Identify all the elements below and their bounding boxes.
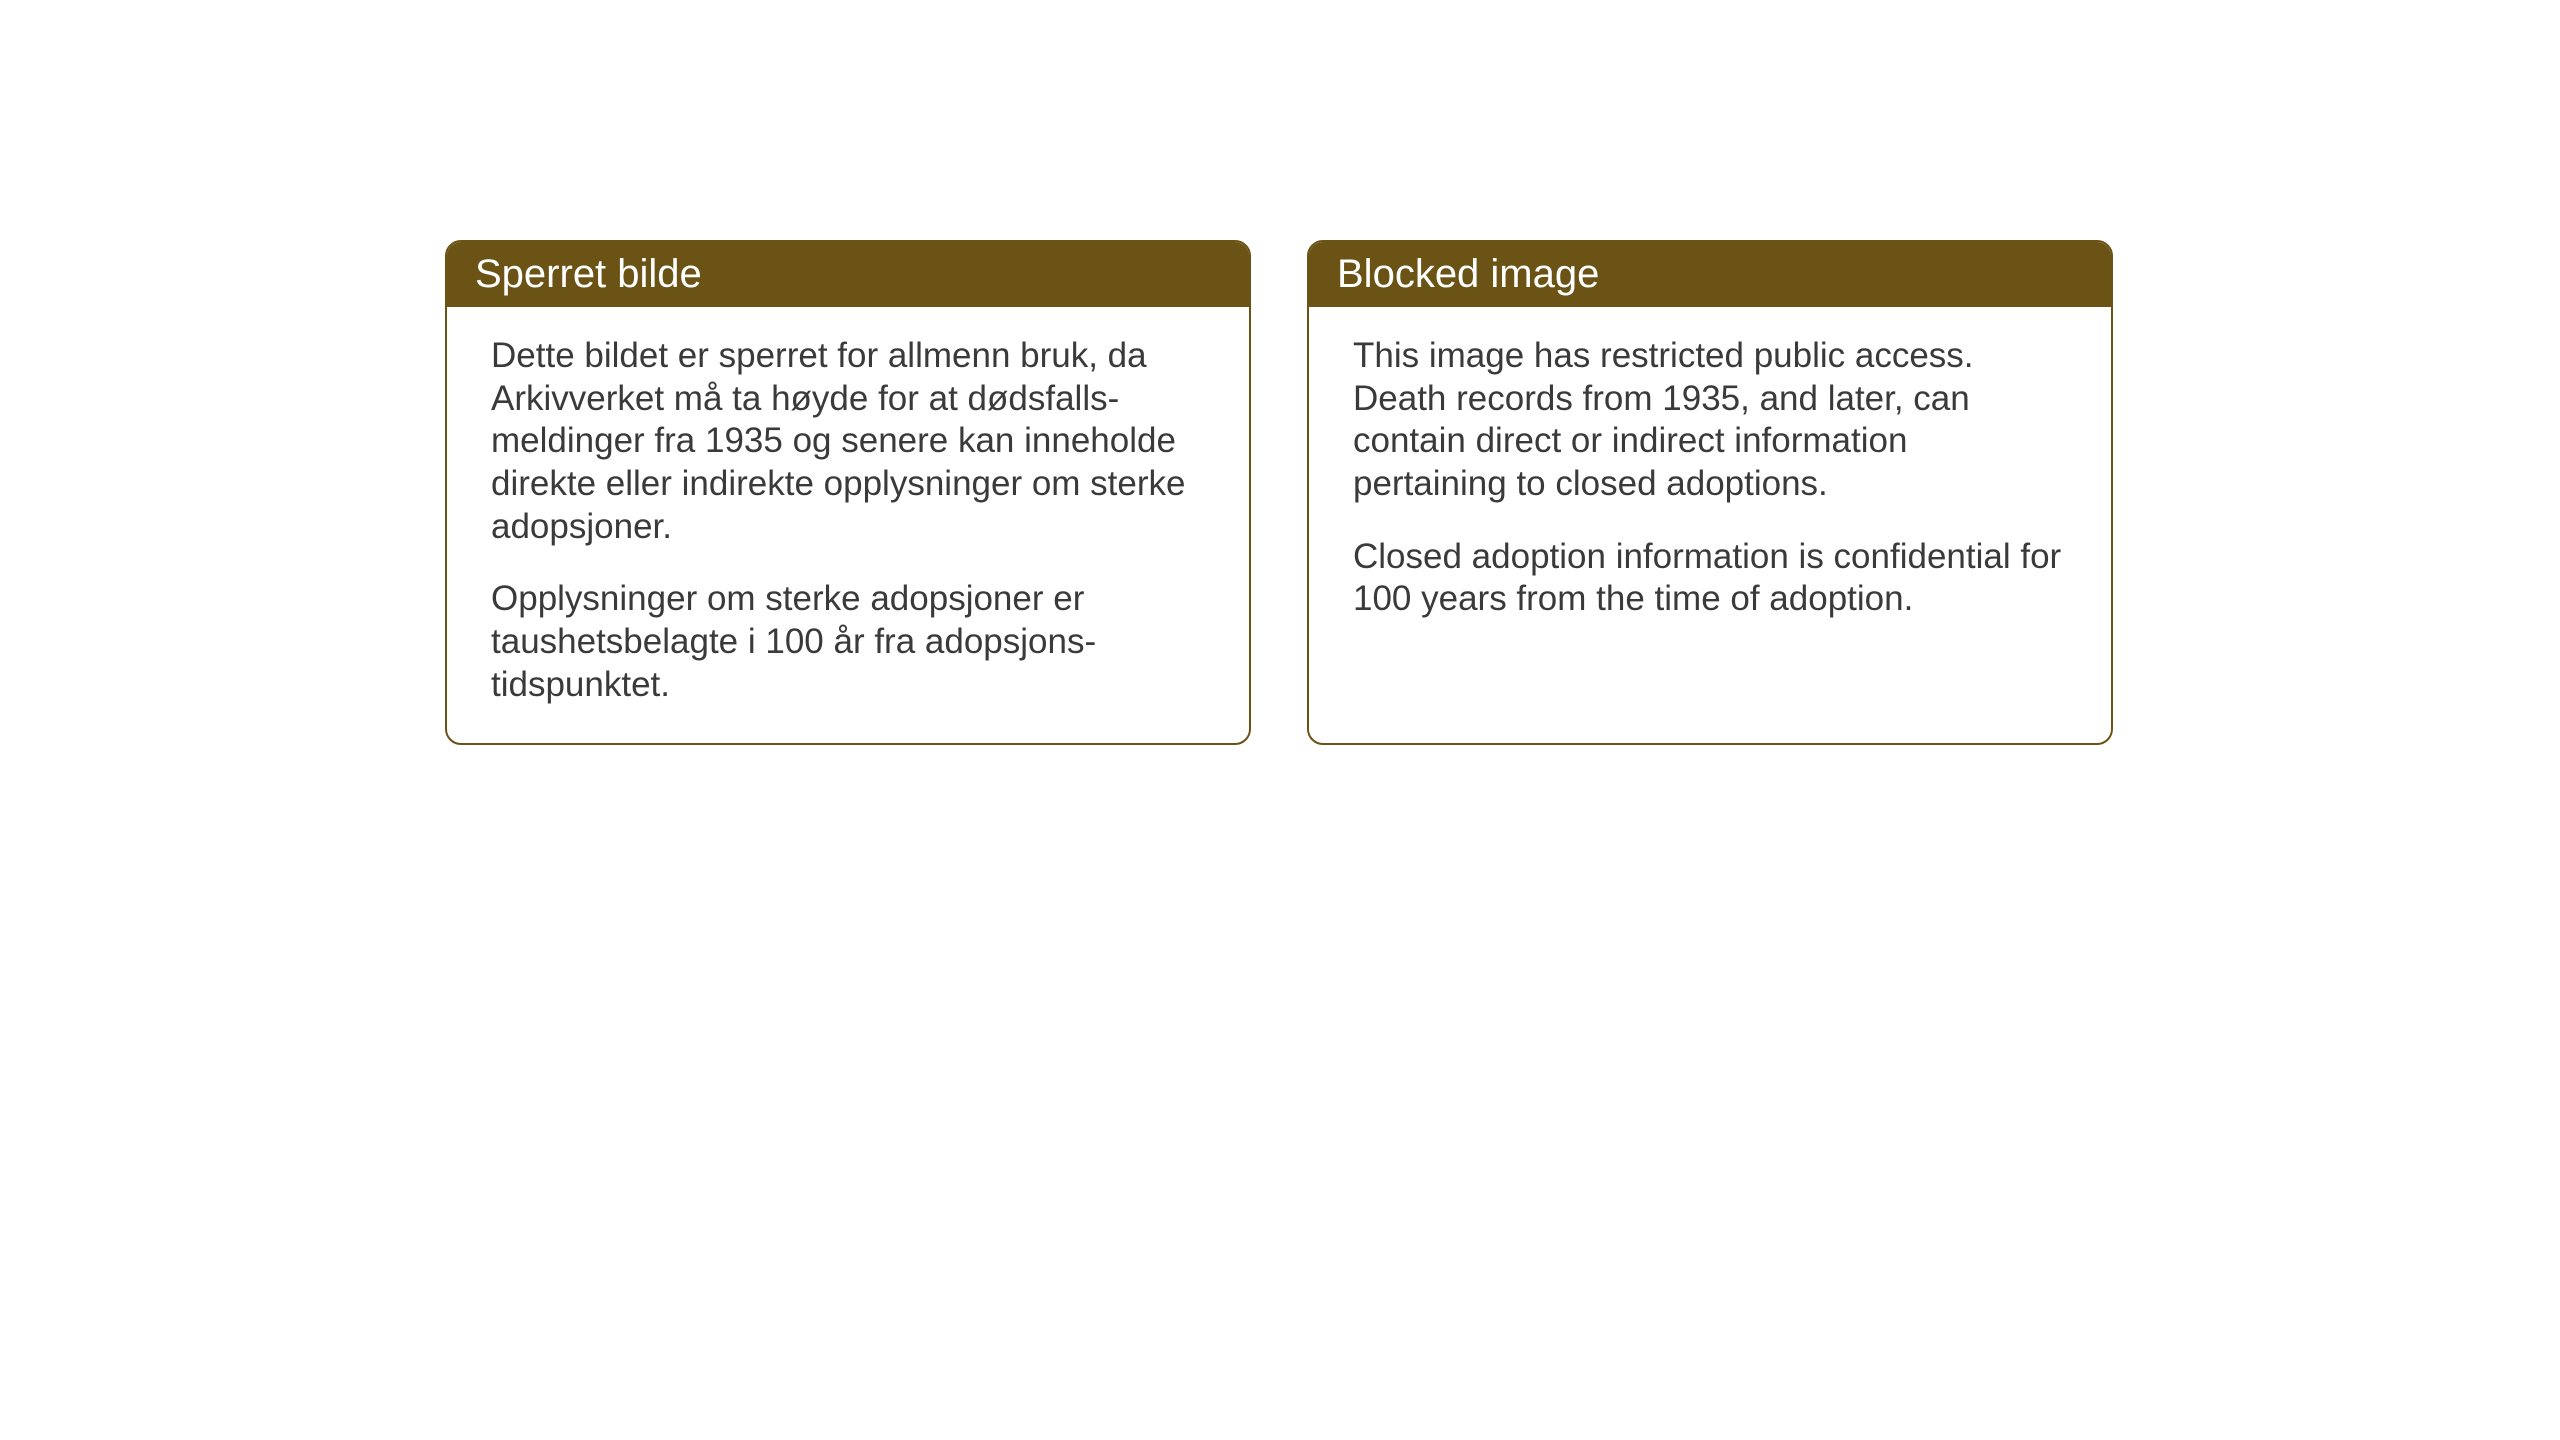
notice-cards-container: Sperret bilde Dette bildet er sperret fo… <box>445 240 2113 745</box>
card-title-english: Blocked image <box>1337 252 1599 296</box>
card-body-norwegian: Dette bildet er sperret for allmenn bruk… <box>447 307 1249 743</box>
paragraph-english-1: This image has restricted public access.… <box>1353 335 2067 506</box>
notice-card-norwegian: Sperret bilde Dette bildet er sperret fo… <box>445 240 1251 745</box>
card-body-english: This image has restricted public access.… <box>1309 307 2111 657</box>
card-header-english: Blocked image <box>1309 242 2111 307</box>
notice-card-english: Blocked image This image has restricted … <box>1307 240 2113 745</box>
card-title-norwegian: Sperret bilde <box>475 252 702 296</box>
card-header-norwegian: Sperret bilde <box>447 242 1249 307</box>
paragraph-english-2: Closed adoption information is confident… <box>1353 536 2067 621</box>
paragraph-norwegian-1: Dette bildet er sperret for allmenn bruk… <box>491 335 1205 548</box>
paragraph-norwegian-2: Opplysninger om sterke adopsjoner er tau… <box>491 578 1205 706</box>
